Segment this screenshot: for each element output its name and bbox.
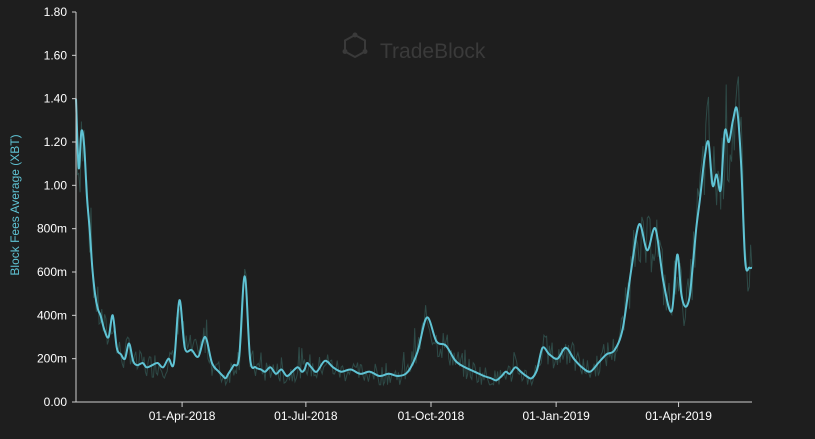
x-tick-label: 01-Oct-2018 (398, 409, 465, 423)
y-tick-label: 0.00 (44, 395, 68, 409)
x-axis-ticks: 01-Apr-2018 01-Jul-2018 01-Oct-2018 01-Jan-… (149, 402, 712, 423)
block-fees-average-line (75, 98, 753, 382)
y-tick-label: 1.20 (44, 135, 68, 149)
x-tick-label: 01-Apr-2019 (645, 409, 712, 423)
y-tick-label: 800m (37, 222, 67, 236)
y-tick-label: 1.40 (44, 92, 68, 106)
watermark-text: TradeBlock (380, 40, 486, 63)
y-tick-label: 1.00 (44, 178, 68, 192)
daily-noise-series (75, 76, 753, 387)
y-axis-title: Block Fees Average (XBT) (8, 134, 22, 275)
y-tick-label: 1.80 (44, 5, 68, 19)
y-tick-label: 400m (37, 308, 67, 322)
y-tick-label: 200m (37, 352, 67, 366)
daily-noise-layer (75, 76, 753, 387)
x-tick-label: 01-Jul-2018 (274, 409, 338, 423)
x-tick-label: 01-Jan-2019 (522, 409, 590, 423)
tradeblock-logo-icon (342, 32, 368, 59)
y-tick-label: 600m (37, 265, 67, 279)
watermark: TradeBlock (342, 32, 486, 63)
y-tick-label: 1.60 (44, 48, 68, 62)
x-tick-label: 01-Apr-2018 (149, 409, 216, 423)
y-axis-ticks: 0.00 200m 400m 600m 800m 1.00 1.20 1.40 1.60 1.80 (37, 5, 76, 409)
series-line-layer (75, 98, 753, 382)
